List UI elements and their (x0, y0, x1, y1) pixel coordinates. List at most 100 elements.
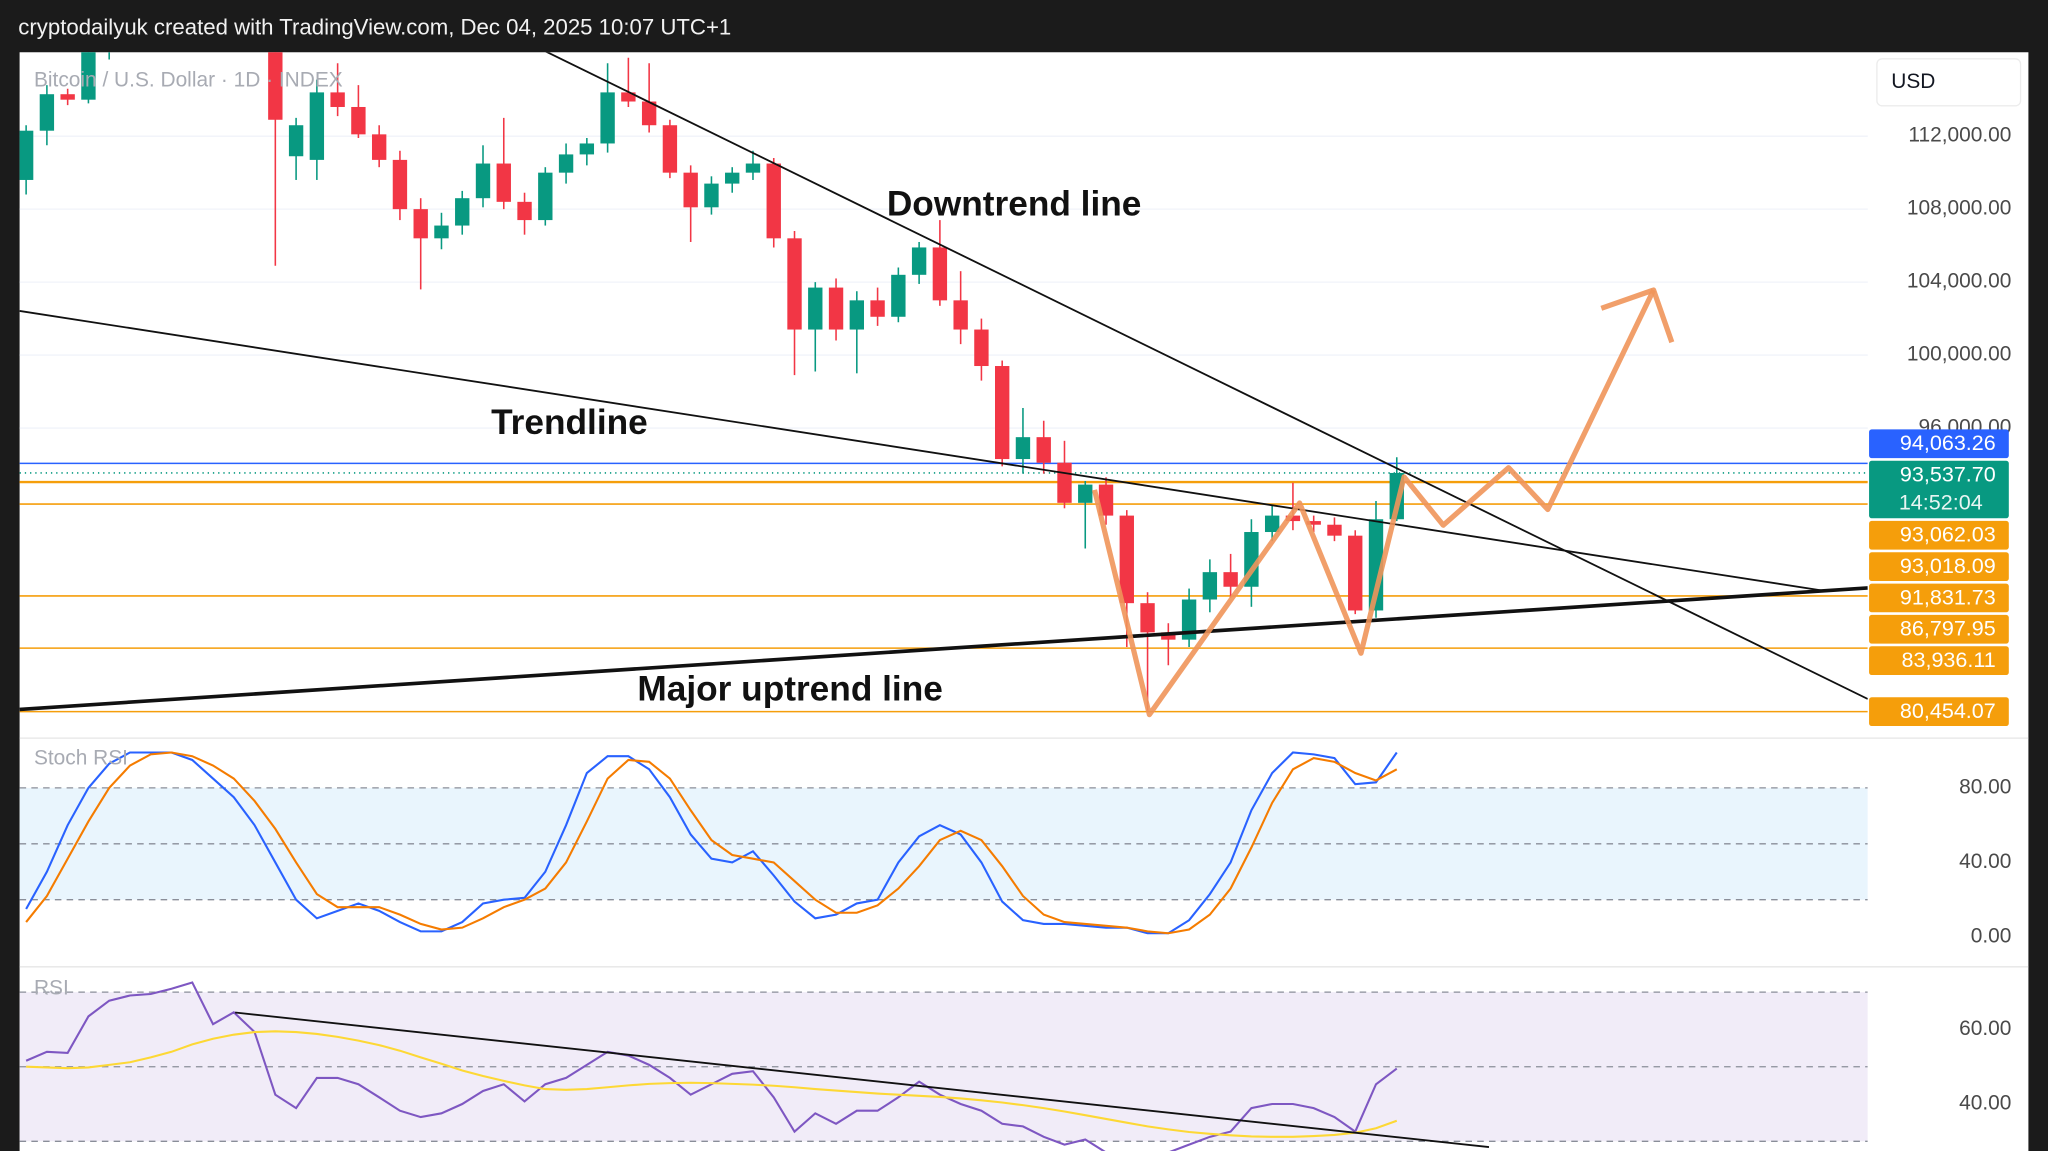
price-label-box (1869, 614, 2009, 644)
price-label: 93,062.03 (1900, 522, 1996, 547)
annotation: Trendline (491, 403, 648, 442)
drawings (19, 52, 1868, 718)
pane-title: Stoch RSI (34, 747, 128, 770)
candle-body (413, 209, 428, 239)
chart-layer: 112,000.00 108,000.00 104,000.00 100,000.00… (19, 52, 2012, 1151)
candle-body (704, 183, 719, 208)
candle-body (517, 201, 532, 221)
candle-body (870, 300, 885, 317)
y-tick-label: 60.00 (1959, 1017, 2011, 1040)
y-tick-label: 0.00 (1971, 924, 2012, 947)
projection-path (1091, 288, 1656, 718)
y-tick-label: 100,000.00 (1907, 343, 2012, 366)
candle-body (475, 163, 491, 199)
candle-body (600, 92, 615, 144)
band-fill (19, 992, 1868, 1142)
candle-body (39, 94, 55, 131)
candle-body (1036, 437, 1051, 463)
candle-body (309, 92, 325, 160)
candle-body (268, 52, 283, 120)
price-label-box (1869, 520, 2009, 550)
candle-body (1161, 632, 1176, 640)
candle-body (1306, 521, 1321, 525)
candle-body (1119, 515, 1134, 604)
candle-body (766, 163, 781, 239)
candle-body (1098, 484, 1114, 516)
y-tick-label: 104,000.00 (1907, 270, 2012, 293)
candle-body (1078, 484, 1093, 503)
price-label: 93,018.09 (1900, 553, 1996, 578)
rsi-trendline (235, 1011, 1490, 1148)
candle-body (662, 125, 678, 173)
candle-body (974, 329, 989, 367)
major-uptrend-line (19, 586, 1868, 712)
y-tick-label: 108,000.00 (1907, 197, 2012, 220)
indicator-line (25, 751, 1398, 935)
pane-title: RSI (34, 977, 69, 1000)
rsi-drawings (235, 1011, 1490, 1148)
y-tick-label: 112,000.00 (1908, 124, 2011, 147)
candle-body (1264, 515, 1280, 533)
candle-body (351, 106, 366, 135)
header-text: cryptodailyuk created with TradingView.c… (18, 15, 731, 40)
currency[interactable]: USD (1891, 70, 1935, 93)
candle-body (621, 92, 636, 102)
y-tick-label: 40.00 (1959, 850, 2011, 873)
candle-body (496, 163, 511, 202)
candle-body (808, 287, 823, 330)
candle-body (891, 274, 906, 317)
candle-body (1202, 572, 1218, 600)
price-label-box (1869, 583, 2009, 613)
price-label: 83,936.11 (1902, 647, 1996, 672)
candle-body (1015, 437, 1031, 460)
candle-body (1327, 524, 1342, 536)
band-fill (19, 787, 1868, 900)
candle-body (81, 52, 96, 100)
candle-body (683, 172, 698, 208)
trendline (19, 310, 1823, 592)
candle-body (725, 172, 740, 184)
y-tick-label: 80.00 (1959, 775, 2011, 798)
candle-body (455, 198, 470, 226)
currency-button[interactable] (1876, 58, 2022, 107)
y-tick-label: 40.00 (1959, 1092, 2011, 1115)
indicator-line (26, 1030, 1398, 1138)
indicator (19, 751, 1868, 935)
candle-body (828, 287, 844, 330)
countdown: 14:52:04 (1899, 490, 1983, 515)
projection-arrowhead (1600, 287, 1675, 344)
candle-body (849, 300, 864, 330)
candle-body (558, 154, 574, 173)
candle-body (434, 225, 449, 239)
annotation: Major uptrend line (637, 669, 942, 708)
chart-panel (19, 52, 2029, 1151)
candle-body (1348, 535, 1363, 611)
candle-body (1140, 603, 1155, 633)
candle-body (288, 125, 304, 157)
candle-body (745, 163, 761, 173)
price-label-box (1869, 429, 2009, 459)
price-label: 86,797.95 (1900, 616, 1996, 641)
candle-body (995, 366, 1010, 460)
candle-body (1181, 599, 1197, 640)
candle-body (538, 172, 553, 221)
candle-body (1285, 515, 1301, 522)
candle-body (1223, 572, 1238, 587)
price-label-box (1869, 646, 2009, 676)
symbol-title: Bitcoin / U.S. Dollar · 1D · INDEX (34, 69, 343, 92)
candle-body (932, 247, 948, 301)
price-label-box (1869, 552, 2009, 581)
candle-body (787, 238, 802, 330)
annotation: Downtrend line (887, 185, 1142, 224)
price-label-box (1869, 460, 2009, 519)
candle-body (1057, 462, 1072, 503)
candle-body (579, 143, 595, 155)
price-label: 80,454.07 (1900, 698, 1996, 723)
price-label: 93,537.70 (1900, 461, 1996, 486)
candle-body (60, 94, 75, 100)
candle-body (330, 92, 345, 107)
candle-body (19, 130, 34, 180)
candle-body (371, 134, 387, 160)
candle-body (641, 101, 657, 126)
